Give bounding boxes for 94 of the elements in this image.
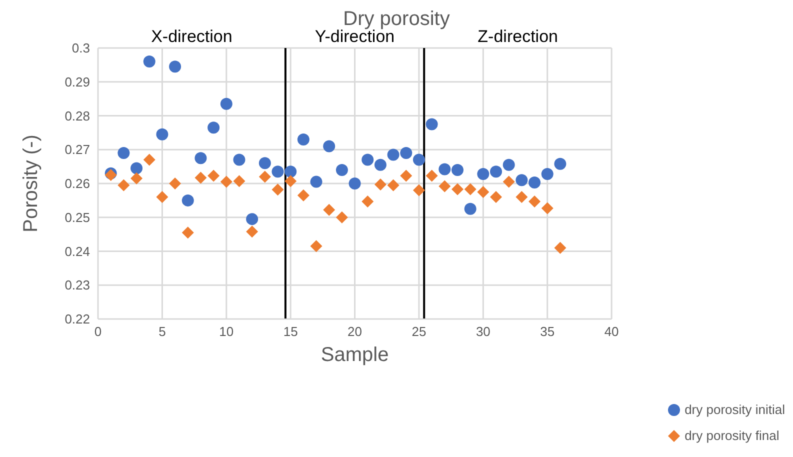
point — [284, 175, 297, 188]
legend-label: dry porosity initial — [684, 401, 785, 419]
x-tick-label: 0 — [94, 324, 102, 340]
point — [554, 158, 566, 170]
point — [272, 166, 284, 178]
point — [118, 147, 130, 160]
point — [182, 226, 194, 239]
x-tick-label: 25 — [412, 324, 426, 340]
y-tick-label: 0.23 — [64, 278, 90, 293]
point — [438, 163, 451, 176]
y-tick-label: 0.22 — [64, 312, 90, 327]
point — [130, 172, 143, 184]
point — [362, 195, 374, 208]
point — [284, 166, 297, 178]
x-tick-label: 20 — [348, 324, 362, 340]
point — [464, 202, 476, 215]
y-tick-label: 0.25 — [64, 210, 90, 225]
point — [502, 158, 515, 171]
point — [233, 154, 246, 166]
point — [220, 176, 232, 188]
chart-title: Dry porosity — [343, 8, 450, 30]
point — [541, 202, 554, 214]
point — [156, 128, 168, 140]
y-tick-label: 0.27 — [64, 142, 90, 158]
point — [477, 186, 490, 198]
point — [426, 170, 438, 182]
point — [516, 174, 528, 186]
point — [412, 154, 425, 166]
point — [400, 170, 412, 182]
point — [528, 195, 541, 208]
point — [528, 176, 541, 188]
y-tick-label: 0.26 — [64, 176, 90, 192]
y-tick-label: 0.3 — [72, 40, 90, 56]
point — [541, 168, 554, 180]
point — [130, 162, 143, 174]
x-tick-label: 35 — [540, 324, 555, 340]
point — [374, 178, 386, 191]
point — [310, 240, 322, 252]
point — [438, 180, 451, 192]
point — [362, 154, 374, 166]
point — [143, 154, 156, 166]
point — [490, 191, 502, 204]
point — [400, 147, 412, 160]
point — [387, 148, 400, 161]
x-tick-label: 30 — [476, 324, 490, 340]
point — [194, 152, 207, 164]
point — [272, 184, 284, 196]
point — [451, 164, 464, 176]
point — [336, 164, 348, 176]
point — [477, 168, 490, 180]
point — [220, 98, 232, 110]
y-axis-title: Porosity (-) — [20, 134, 42, 232]
point — [233, 175, 246, 188]
text: Z-direction — [478, 27, 558, 46]
x-axis-title: Sample — [320, 344, 389, 366]
x-tick-label: 40 — [604, 324, 619, 340]
legend-label: dry porosity final — [684, 427, 780, 445]
point — [323, 204, 336, 216]
point — [310, 176, 322, 188]
point — [297, 133, 310, 146]
point — [258, 157, 271, 170]
point — [412, 184, 425, 196]
point — [182, 194, 194, 206]
point — [374, 158, 386, 171]
point — [208, 170, 220, 182]
point — [169, 60, 182, 73]
point — [387, 179, 400, 192]
text: X-direction — [151, 27, 232, 46]
point — [169, 178, 182, 190]
point — [451, 183, 464, 196]
point — [143, 56, 156, 68]
point — [502, 176, 515, 188]
point — [426, 118, 438, 130]
point — [194, 172, 207, 184]
point — [490, 166, 502, 178]
point — [336, 211, 348, 224]
x-tick-label: 10 — [219, 324, 234, 340]
point — [297, 189, 310, 202]
point — [516, 191, 528, 204]
point — [258, 170, 271, 183]
y-tick-label: 0.24 — [64, 244, 90, 259]
point — [118, 179, 130, 192]
y-tick-label: 0.28 — [64, 108, 90, 124]
y-tick-label: 0.29 — [64, 74, 90, 90]
x-tick-label: 15 — [283, 324, 298, 340]
point — [554, 242, 566, 254]
x-tick-label: 5 — [158, 324, 166, 340]
point — [246, 213, 258, 226]
point — [323, 140, 336, 152]
point — [246, 226, 258, 238]
point — [348, 178, 361, 190]
point — [156, 191, 168, 204]
point — [464, 183, 476, 196]
point — [208, 122, 220, 134]
